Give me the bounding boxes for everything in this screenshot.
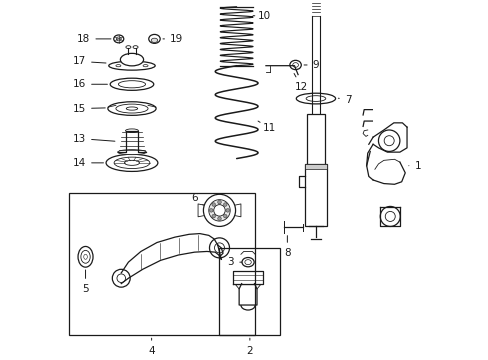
Circle shape [223,203,226,206]
Text: 9: 9 [304,60,319,70]
Circle shape [211,215,215,218]
Text: 2: 2 [246,338,253,356]
Ellipse shape [133,46,138,49]
Text: 10: 10 [253,12,270,21]
Circle shape [223,215,226,218]
Ellipse shape [110,78,153,90]
Circle shape [208,200,230,221]
Ellipse shape [126,107,138,110]
Circle shape [209,208,213,212]
Ellipse shape [118,81,145,88]
Ellipse shape [83,254,87,259]
Ellipse shape [305,96,325,102]
Ellipse shape [114,35,123,43]
Ellipse shape [143,64,148,67]
Ellipse shape [125,129,138,132]
Text: 1: 1 [408,161,420,171]
Circle shape [209,238,229,258]
Ellipse shape [125,46,131,49]
Bar [305,164,326,169]
Ellipse shape [124,160,139,165]
Text: 11: 11 [258,121,276,133]
Ellipse shape [242,257,254,267]
Text: 15: 15 [73,104,105,113]
Text: 14: 14 [73,158,103,168]
Ellipse shape [78,247,93,267]
Text: 16: 16 [73,79,107,89]
Ellipse shape [296,93,335,104]
Text: 19: 19 [163,34,183,44]
Ellipse shape [114,157,149,168]
Bar [306,114,324,166]
Circle shape [225,208,229,212]
Circle shape [203,194,235,226]
Circle shape [217,217,221,220]
Text: 6: 6 [191,193,203,205]
Text: 18: 18 [77,34,111,44]
Text: 5: 5 [82,270,89,294]
Ellipse shape [116,64,121,67]
Text: 17: 17 [73,57,106,66]
Bar [69,193,255,336]
Ellipse shape [289,60,301,69]
Text: 7: 7 [338,95,351,105]
Circle shape [211,203,215,206]
Text: 12: 12 [293,73,307,92]
Circle shape [112,269,130,287]
Ellipse shape [108,61,155,70]
Ellipse shape [120,53,143,66]
Bar [219,248,280,336]
Ellipse shape [116,104,148,113]
Ellipse shape [151,38,157,42]
Text: 8: 8 [284,236,290,258]
Ellipse shape [81,250,90,263]
Circle shape [213,204,225,216]
Text: 13: 13 [73,134,115,144]
Ellipse shape [108,102,156,115]
Bar [305,164,326,226]
Ellipse shape [148,35,160,43]
Text: 3: 3 [227,257,242,267]
Ellipse shape [106,154,158,171]
Ellipse shape [118,150,146,155]
Circle shape [217,201,221,204]
Text: 4: 4 [148,338,155,356]
